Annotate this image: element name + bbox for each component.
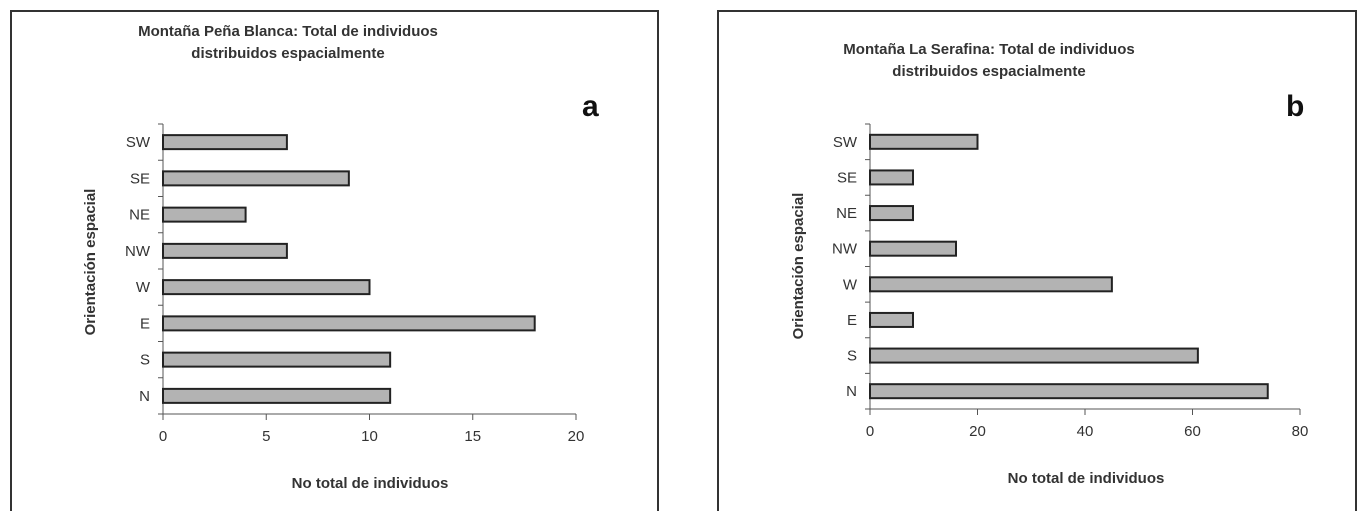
chart-panel-b: Montaña La Serafina: Total de individuos… — [717, 10, 1357, 511]
x-tick-label: 20 — [969, 423, 986, 440]
x-tick-label: 60 — [1184, 423, 1201, 440]
y-tick-label-s: S — [140, 352, 150, 369]
chart-title-line-2: distribuidos espacialmente — [191, 45, 384, 62]
y-tick-label-e: E — [847, 312, 857, 329]
y-tick-label-w: W — [136, 279, 151, 296]
y-tick-label-se: SE — [837, 169, 857, 186]
x-tick-label: 15 — [464, 428, 481, 445]
bar-n — [869, 383, 1269, 400]
bar-se — [869, 169, 914, 186]
y-axis-title: Orientación espacial — [82, 189, 99, 336]
y-tick-label-se: SE — [130, 170, 150, 187]
bar-e — [869, 311, 914, 328]
chart-title-line-2: distribuidos espacialmente — [892, 63, 1085, 80]
y-tick-label-w: W — [843, 276, 858, 293]
bar-w — [162, 279, 371, 296]
bar-se — [162, 170, 350, 187]
chart-b: Montaña La Serafina: Total de individuos… — [790, 41, 1309, 487]
chart-title-line-1: Montaña La Serafina: Total de individuos — [843, 41, 1134, 58]
bar-sw — [162, 134, 288, 151]
y-tick-label-sw: SW — [833, 134, 858, 151]
bar-n — [162, 387, 392, 404]
bar-sw — [869, 133, 979, 150]
y-axis-title: Orientación espacial — [790, 193, 807, 340]
bar-ne — [869, 205, 914, 222]
bar-s — [162, 351, 392, 368]
y-tick-label-e: E — [140, 315, 150, 332]
chart-panel-a: Montaña Peña Blanca: Total de individuos… — [10, 10, 659, 511]
y-tick-label-sw: SW — [126, 134, 151, 151]
bar-w — [869, 276, 1113, 293]
bar-nw — [869, 240, 957, 257]
y-tick-label-n: N — [139, 388, 150, 405]
chart-a: Montaña Peña Blanca: Total de individuos… — [82, 23, 599, 492]
bar-ne — [162, 206, 247, 223]
y-tick-label-n: N — [846, 383, 857, 400]
x-tick-label: 40 — [1077, 423, 1094, 440]
x-tick-label: 10 — [361, 428, 378, 445]
y-tick-label-nw: NW — [832, 241, 858, 258]
x-tick-label: 80 — [1292, 423, 1309, 440]
panel-label: a — [582, 90, 599, 123]
bar-nw — [162, 242, 288, 259]
chart-title-line-1: Montaña Peña Blanca: Total de individuos — [138, 23, 438, 40]
x-axis-title: No total de individuos — [1008, 470, 1165, 487]
y-tick-label-ne: NE — [836, 205, 857, 222]
bar-s — [869, 347, 1199, 364]
y-tick-label-nw: NW — [125, 243, 151, 260]
x-tick-label: 0 — [866, 423, 874, 440]
x-axis-title: No total de individuos — [292, 475, 449, 492]
x-tick-label: 20 — [568, 428, 585, 445]
y-tick-label-s: S — [847, 348, 857, 365]
x-tick-label: 5 — [262, 428, 270, 445]
panel-label: b — [1286, 90, 1304, 123]
x-tick-label: 0 — [159, 428, 167, 445]
bar-e — [162, 315, 536, 332]
y-tick-label-ne: NE — [129, 207, 150, 224]
